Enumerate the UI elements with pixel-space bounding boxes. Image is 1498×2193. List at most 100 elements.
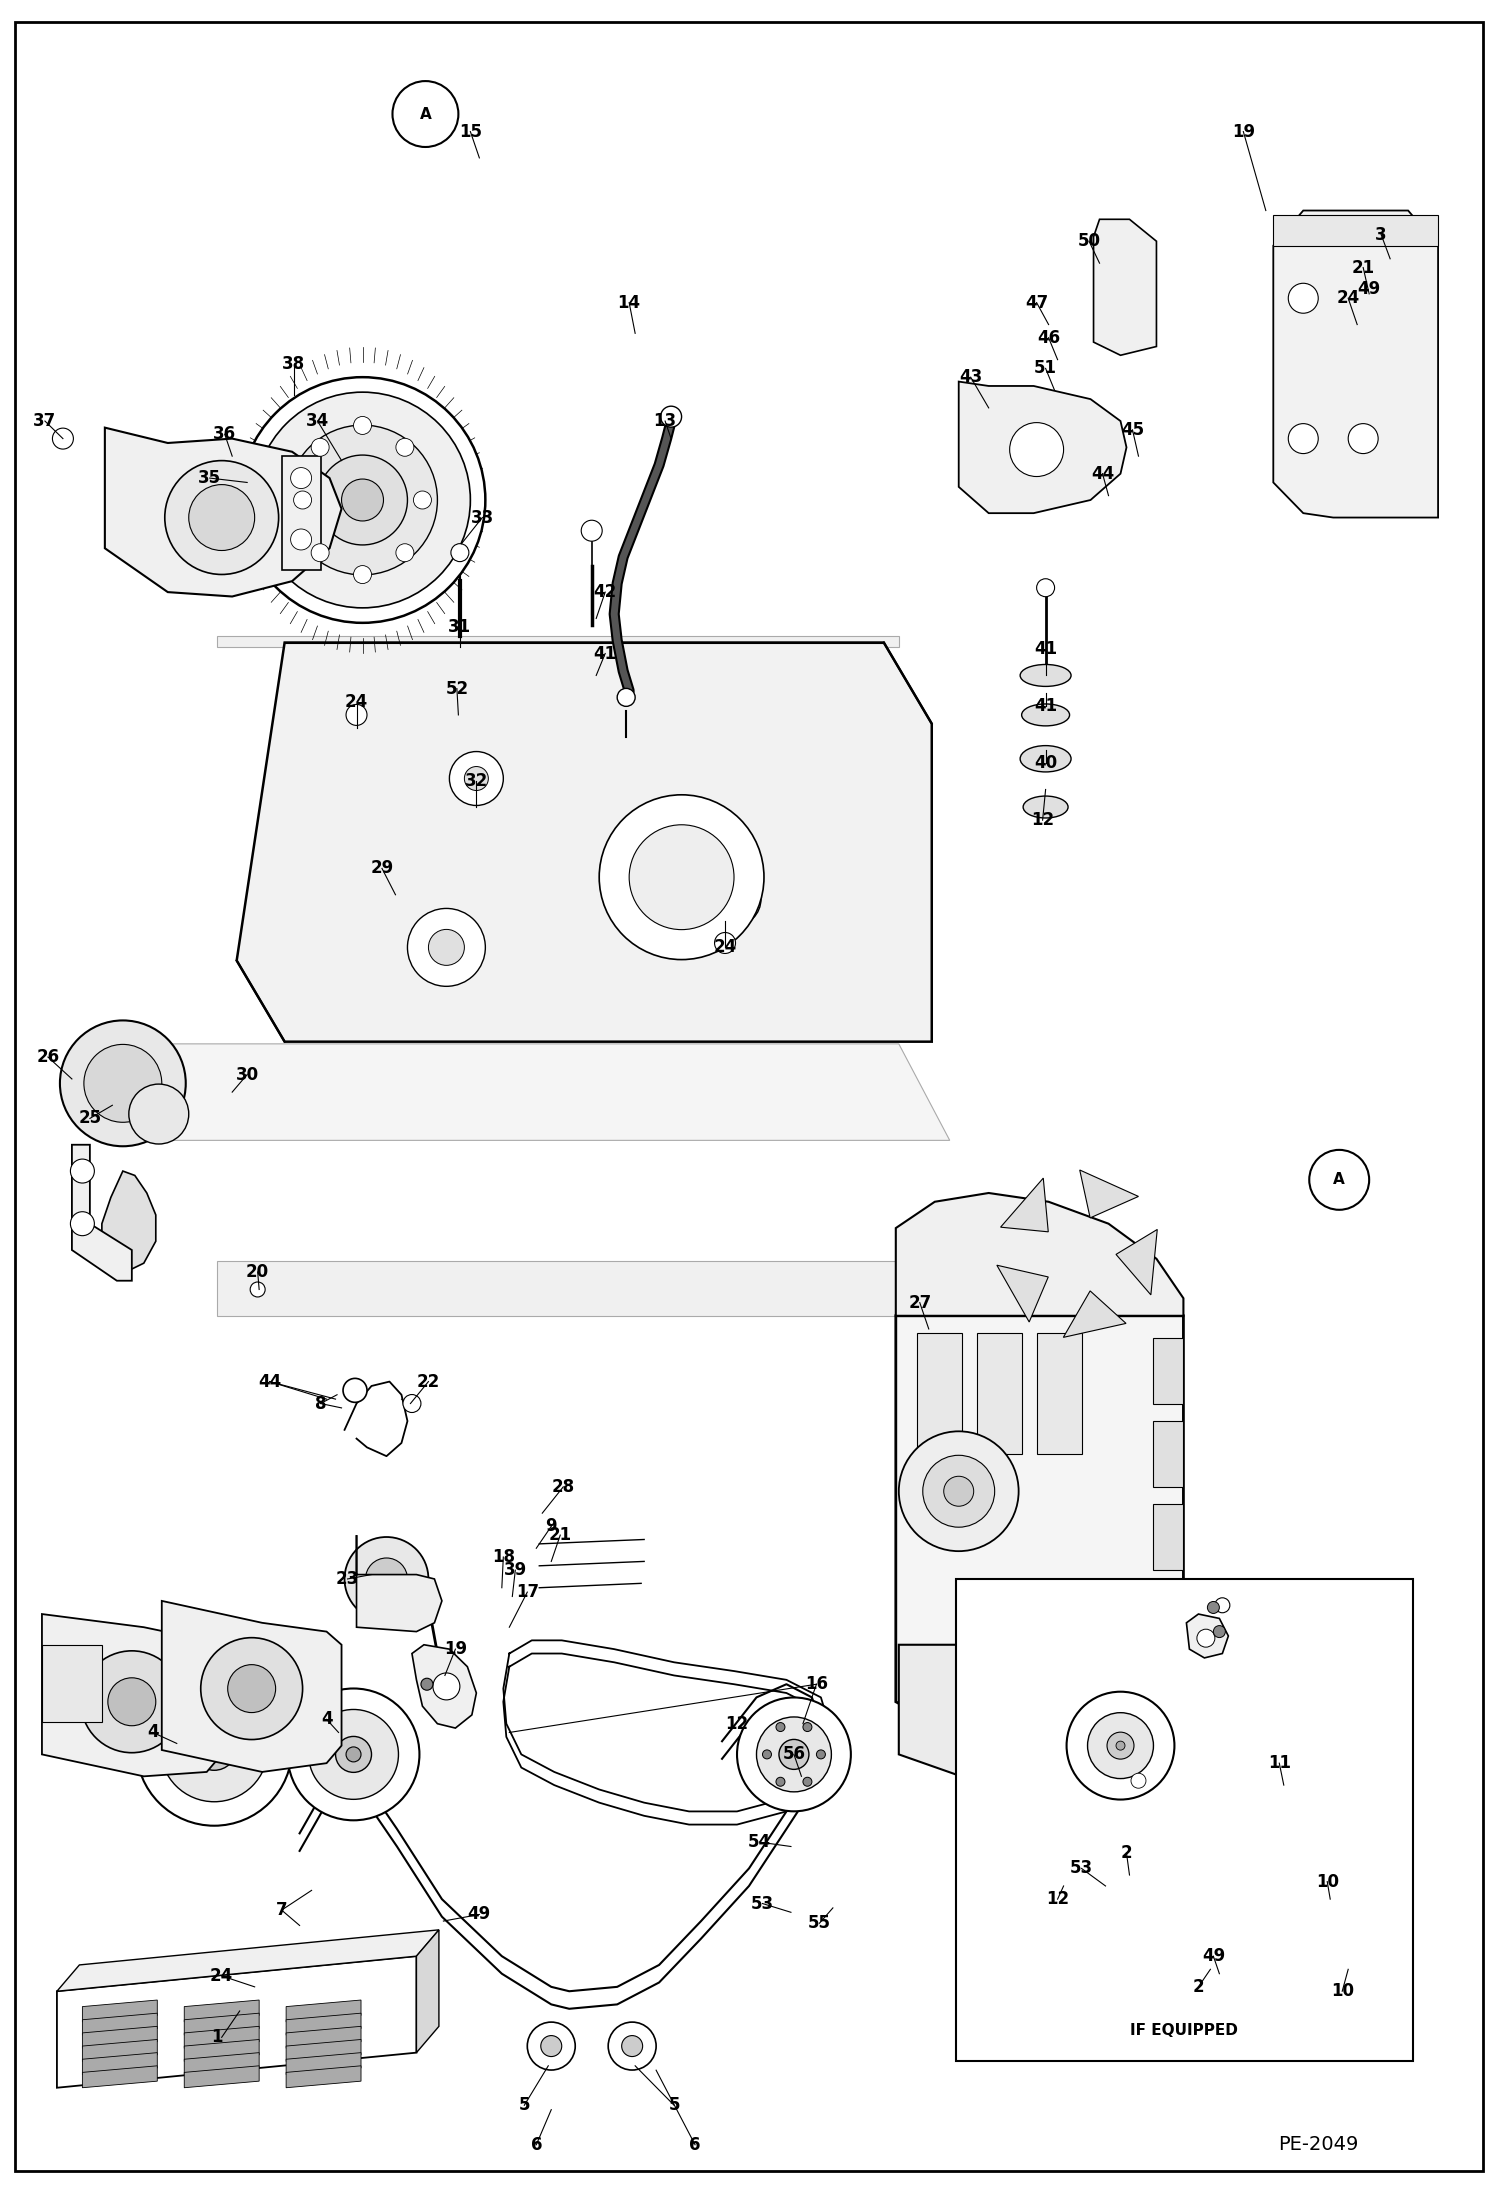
Polygon shape bbox=[1080, 1171, 1138, 1217]
Text: IF EQUIPPED: IF EQUIPPED bbox=[1129, 2024, 1239, 2037]
Polygon shape bbox=[1116, 1230, 1158, 1294]
Text: 55: 55 bbox=[807, 1914, 831, 1932]
Polygon shape bbox=[184, 2039, 259, 2061]
Text: 36: 36 bbox=[213, 425, 237, 443]
Text: 12: 12 bbox=[725, 1715, 749, 1732]
Text: 19: 19 bbox=[443, 1640, 467, 1658]
Circle shape bbox=[354, 417, 372, 434]
Text: 44: 44 bbox=[258, 1373, 282, 1390]
Text: 24: 24 bbox=[1336, 289, 1360, 307]
Circle shape bbox=[136, 1669, 292, 1827]
Text: 18: 18 bbox=[491, 1548, 515, 1566]
Polygon shape bbox=[57, 1956, 416, 2088]
Text: 24: 24 bbox=[713, 939, 737, 956]
Bar bbox=[977, 1333, 1022, 1454]
Circle shape bbox=[346, 1748, 361, 1761]
Circle shape bbox=[707, 873, 761, 925]
Text: 20: 20 bbox=[246, 1263, 270, 1281]
Circle shape bbox=[395, 439, 413, 456]
Text: 52: 52 bbox=[445, 680, 469, 697]
Circle shape bbox=[160, 1693, 268, 1803]
Text: 31: 31 bbox=[448, 618, 472, 636]
Polygon shape bbox=[412, 1645, 476, 1728]
Polygon shape bbox=[82, 2053, 157, 2075]
Circle shape bbox=[1037, 579, 1055, 596]
Circle shape bbox=[345, 1537, 428, 1621]
Polygon shape bbox=[1153, 1421, 1183, 1487]
Text: 41: 41 bbox=[1034, 697, 1058, 715]
Text: 45: 45 bbox=[1121, 421, 1144, 439]
Polygon shape bbox=[82, 2000, 157, 2022]
Circle shape bbox=[1213, 1625, 1225, 1638]
Text: 24: 24 bbox=[345, 693, 369, 711]
Polygon shape bbox=[286, 2013, 361, 2035]
Circle shape bbox=[737, 1697, 851, 1811]
Circle shape bbox=[1288, 423, 1318, 454]
Text: 38: 38 bbox=[282, 355, 306, 373]
Text: 47: 47 bbox=[1025, 294, 1049, 311]
Text: 40: 40 bbox=[1034, 754, 1058, 772]
Circle shape bbox=[923, 1456, 995, 1526]
Polygon shape bbox=[217, 636, 899, 647]
Text: 21: 21 bbox=[548, 1526, 572, 1544]
Circle shape bbox=[1010, 423, 1064, 476]
Text: 51: 51 bbox=[1034, 360, 1058, 377]
Text: 23: 23 bbox=[336, 1570, 360, 1588]
Circle shape bbox=[428, 930, 464, 965]
Circle shape bbox=[1288, 283, 1318, 314]
Circle shape bbox=[899, 1432, 1019, 1550]
Text: 22: 22 bbox=[416, 1373, 440, 1390]
Text: 35: 35 bbox=[198, 469, 222, 487]
Circle shape bbox=[250, 1283, 265, 1296]
Bar bbox=[42, 1645, 102, 1722]
Polygon shape bbox=[286, 2053, 361, 2075]
Circle shape bbox=[1215, 1599, 1230, 1612]
Circle shape bbox=[309, 1711, 398, 1798]
Text: 21: 21 bbox=[1351, 259, 1375, 276]
Bar bbox=[956, 1579, 1413, 2061]
Polygon shape bbox=[1186, 1614, 1228, 1658]
Circle shape bbox=[407, 908, 485, 987]
Text: 4: 4 bbox=[321, 1711, 333, 1728]
Text: 53: 53 bbox=[750, 1895, 774, 1912]
Circle shape bbox=[1131, 1774, 1146, 1787]
Text: 16: 16 bbox=[804, 1675, 828, 1693]
Text: 8: 8 bbox=[315, 1395, 327, 1412]
Polygon shape bbox=[1273, 211, 1438, 518]
Circle shape bbox=[1088, 1713, 1153, 1779]
Text: 4: 4 bbox=[147, 1724, 159, 1741]
Text: 24: 24 bbox=[210, 1967, 234, 1985]
Text: A: A bbox=[1333, 1173, 1345, 1186]
Polygon shape bbox=[184, 2013, 259, 2035]
Polygon shape bbox=[150, 1044, 950, 1140]
Polygon shape bbox=[1001, 1178, 1049, 1232]
Polygon shape bbox=[286, 2039, 361, 2061]
Text: 54: 54 bbox=[748, 1833, 771, 1851]
Polygon shape bbox=[1153, 1504, 1183, 1570]
Polygon shape bbox=[896, 1316, 1183, 1732]
Circle shape bbox=[294, 491, 312, 509]
Circle shape bbox=[318, 456, 407, 544]
Text: 5: 5 bbox=[668, 2097, 680, 2114]
Circle shape bbox=[464, 768, 488, 789]
Circle shape bbox=[255, 393, 470, 607]
Ellipse shape bbox=[1020, 664, 1071, 686]
Circle shape bbox=[661, 406, 682, 428]
Text: A: A bbox=[419, 107, 431, 121]
Circle shape bbox=[421, 1678, 433, 1691]
Text: 7: 7 bbox=[276, 1901, 288, 1919]
Circle shape bbox=[52, 428, 73, 450]
Polygon shape bbox=[105, 428, 342, 596]
Circle shape bbox=[715, 932, 736, 954]
Polygon shape bbox=[72, 1145, 132, 1281]
Text: 56: 56 bbox=[782, 1746, 806, 1763]
Circle shape bbox=[189, 485, 255, 550]
Polygon shape bbox=[102, 1171, 156, 1272]
Circle shape bbox=[527, 2022, 575, 2070]
Circle shape bbox=[816, 1750, 825, 1759]
Circle shape bbox=[779, 1739, 809, 1770]
Polygon shape bbox=[357, 1535, 442, 1632]
Circle shape bbox=[803, 1722, 812, 1732]
Text: 9: 9 bbox=[545, 1518, 557, 1535]
Polygon shape bbox=[82, 2013, 157, 2035]
